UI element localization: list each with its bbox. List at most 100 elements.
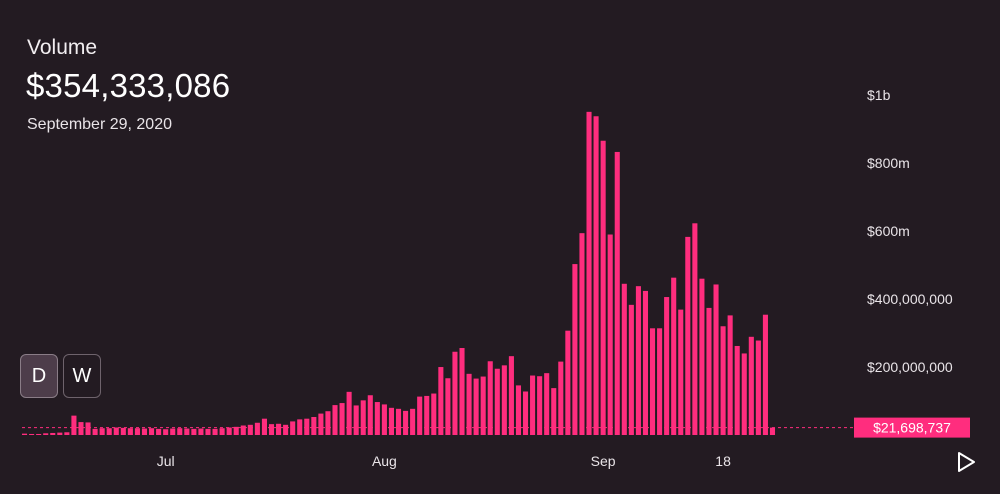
x-tick-label: Jul <box>157 453 175 469</box>
current-value-label-bg <box>854 417 970 438</box>
bar <box>226 427 232 435</box>
bar <box>431 393 437 435</box>
bar <box>156 428 162 435</box>
bar <box>177 428 183 435</box>
y-tick-label: $400,000,000 <box>867 291 953 307</box>
bar <box>353 405 359 435</box>
bar <box>367 395 373 435</box>
bar <box>706 307 712 435</box>
bar <box>494 368 500 435</box>
bar <box>424 395 430 435</box>
bar <box>311 416 317 435</box>
bar <box>664 297 670 435</box>
y-tick-label: $1b <box>867 87 891 103</box>
bar <box>445 378 451 435</box>
bar <box>762 314 768 435</box>
x-tick-label: 18 <box>715 453 731 469</box>
bar <box>304 418 310 435</box>
bar <box>191 428 197 435</box>
bar <box>276 423 282 435</box>
bar <box>755 340 761 435</box>
bar <box>127 428 133 435</box>
bar <box>318 413 324 435</box>
bar <box>769 427 776 435</box>
bar <box>621 283 627 435</box>
bar <box>466 373 472 435</box>
bar <box>332 405 338 435</box>
bar <box>120 427 126 435</box>
bar <box>671 277 677 435</box>
bar <box>184 428 190 435</box>
bar <box>268 424 275 435</box>
x-tick-label: Sep <box>591 453 616 469</box>
bar <box>360 400 366 435</box>
bar <box>113 427 119 435</box>
bar <box>452 351 458 435</box>
bar <box>261 418 267 435</box>
bar <box>607 234 613 435</box>
y-tick-label: $200,000,000 <box>867 359 953 375</box>
current-value-label: $21,698,737 <box>873 420 951 436</box>
bar <box>36 433 42 435</box>
bar <box>50 432 56 435</box>
bar <box>283 424 289 435</box>
bar <box>99 428 105 435</box>
bar <box>614 151 620 435</box>
bar <box>572 264 578 435</box>
bar <box>388 407 394 435</box>
bar <box>297 419 303 435</box>
bar <box>240 425 246 435</box>
bar <box>720 326 726 435</box>
bar <box>685 236 691 435</box>
bar <box>537 376 543 435</box>
bar <box>565 330 571 435</box>
bar <box>233 426 239 435</box>
bar <box>106 428 112 435</box>
bar <box>579 233 585 435</box>
week-toggle-button[interactable]: W <box>63 354 101 398</box>
y-axis: $200,000,000 $400,000,000 $600m $800m $1b <box>867 87 953 375</box>
current-value-marker: $21,698,737 <box>854 417 970 438</box>
current-date: September 29, 2020 <box>27 116 172 133</box>
bar <box>43 433 49 435</box>
chart-title: Volume <box>27 36 98 59</box>
bar <box>134 428 140 435</box>
play-icon[interactable] <box>955 450 977 474</box>
bar <box>480 376 486 435</box>
bar <box>170 428 176 435</box>
bar <box>586 111 592 435</box>
bar <box>395 408 402 435</box>
bar <box>692 223 698 435</box>
bar <box>522 391 529 435</box>
bar <box>212 428 218 435</box>
bar <box>593 116 599 435</box>
bar <box>64 432 70 435</box>
bar <box>713 284 719 435</box>
bar <box>403 410 409 435</box>
x-axis: Jul Aug Sep 18 <box>157 453 731 469</box>
bar <box>551 388 557 435</box>
bar <box>417 396 423 435</box>
bar <box>473 378 479 435</box>
bar <box>254 422 260 435</box>
bar <box>29 433 35 435</box>
bar <box>325 411 331 435</box>
bar <box>699 278 705 435</box>
bar <box>600 140 606 436</box>
bar <box>438 367 444 435</box>
day-toggle-button[interactable]: D <box>20 354 58 398</box>
bar <box>530 375 536 435</box>
bar <box>748 336 754 435</box>
bar <box>381 404 387 435</box>
bar <box>247 424 253 435</box>
bar <box>727 315 733 435</box>
bar <box>22 433 28 435</box>
bar-series <box>22 111 776 436</box>
bar <box>741 353 747 435</box>
bar <box>85 422 91 435</box>
bar <box>410 408 416 435</box>
bar <box>657 328 663 435</box>
bar <box>219 428 225 435</box>
bar <box>339 403 345 435</box>
bar <box>57 432 63 435</box>
